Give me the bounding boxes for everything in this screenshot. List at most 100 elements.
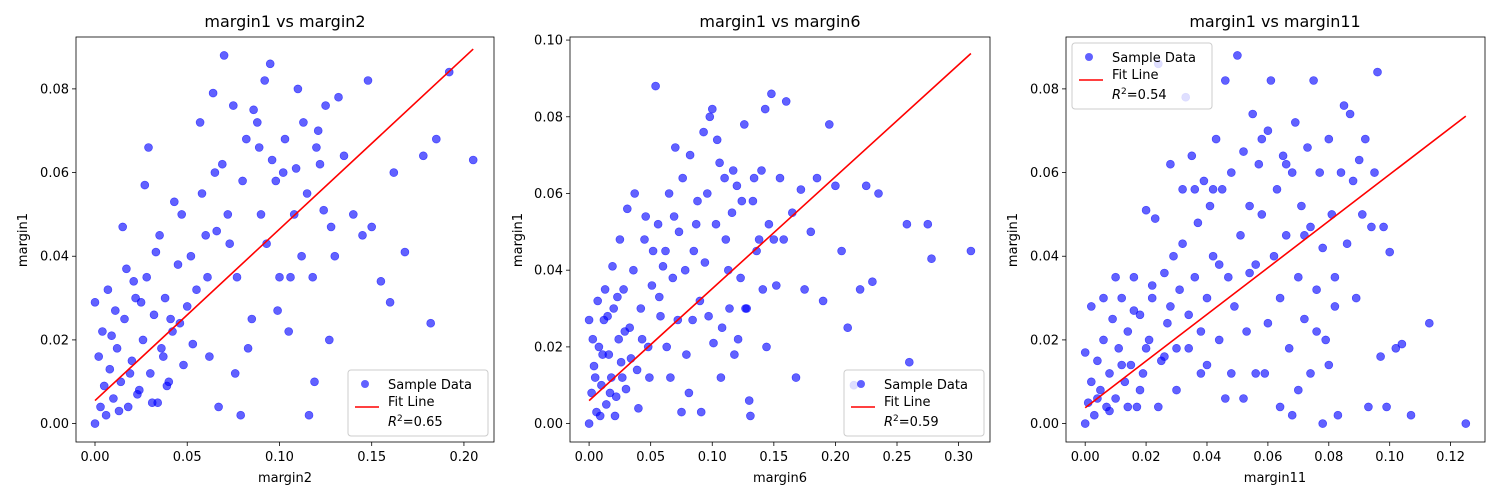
x-tick-label: 0.04 bbox=[1193, 450, 1222, 465]
data-point bbox=[927, 254, 936, 264]
data-point bbox=[1254, 159, 1264, 169]
x-tick-label: 0.05 bbox=[173, 450, 202, 465]
data-point bbox=[122, 264, 131, 274]
data-point bbox=[1175, 285, 1184, 295]
data-point bbox=[1178, 239, 1187, 248]
data-point bbox=[1351, 293, 1361, 303]
data-point bbox=[645, 373, 654, 382]
data-point bbox=[1221, 394, 1230, 403]
data-point bbox=[214, 402, 223, 412]
data-point bbox=[1379, 222, 1388, 232]
data-point bbox=[1172, 385, 1181, 395]
data-point bbox=[1321, 335, 1330, 345]
data-point bbox=[608, 261, 617, 271]
legend-label: R2=0.54 bbox=[1112, 87, 1167, 103]
plot-frame bbox=[75, 36, 495, 443]
data-point bbox=[868, 277, 877, 287]
data-point bbox=[219, 51, 229, 60]
legend-label: R2=0.59 bbox=[884, 414, 939, 430]
x-axis-label: margin2 bbox=[258, 471, 312, 486]
legend: Sample Data Fit Line R2=0.54 bbox=[1071, 42, 1213, 110]
data-point bbox=[636, 304, 646, 313]
legend-label: Sample Data bbox=[388, 378, 472, 393]
data-point bbox=[1230, 302, 1239, 311]
data-point bbox=[319, 205, 329, 215]
data-point bbox=[116, 377, 126, 387]
data-point bbox=[1306, 222, 1315, 232]
data-point bbox=[1221, 76, 1230, 85]
data-point bbox=[1330, 272, 1340, 282]
data-point bbox=[764, 219, 774, 229]
data-point bbox=[468, 155, 478, 165]
data-point bbox=[129, 276, 138, 286]
y-tick-label: 0.08 bbox=[40, 82, 69, 97]
y-tick-label: 0.08 bbox=[1030, 82, 1059, 97]
data-point bbox=[588, 334, 598, 344]
data-point bbox=[94, 352, 103, 361]
data-point bbox=[385, 297, 395, 307]
y-axis-label: margin1 bbox=[511, 213, 526, 267]
data-point bbox=[96, 402, 105, 412]
data-point bbox=[1129, 306, 1139, 315]
data-point bbox=[1196, 369, 1206, 378]
data-point bbox=[590, 373, 600, 382]
data-point bbox=[1172, 343, 1181, 353]
x-tick-label: 0.15 bbox=[357, 450, 386, 465]
data-point bbox=[315, 159, 325, 169]
data-point bbox=[247, 314, 257, 324]
y-tick-label: 0.06 bbox=[40, 166, 69, 181]
data-point bbox=[267, 155, 277, 165]
data-point bbox=[1281, 231, 1291, 240]
data-point bbox=[155, 231, 164, 240]
y-tick-label: 0.04 bbox=[534, 264, 563, 279]
data-point bbox=[691, 219, 701, 229]
data-point bbox=[111, 306, 120, 315]
data-point bbox=[656, 311, 665, 321]
data-point bbox=[249, 105, 258, 115]
data-point bbox=[1376, 352, 1385, 361]
y-tick-label: 0.00 bbox=[1030, 417, 1059, 432]
data-point bbox=[297, 251, 306, 261]
data-point bbox=[758, 285, 768, 294]
x-tick-label: 0.15 bbox=[759, 450, 788, 465]
legend-marker bbox=[361, 380, 369, 388]
plot-frame bbox=[569, 36, 991, 443]
data-point bbox=[1306, 369, 1315, 378]
data-point bbox=[1108, 314, 1117, 324]
data-point bbox=[736, 273, 745, 283]
data-point bbox=[620, 327, 630, 336]
data-point bbox=[114, 406, 124, 416]
legend-label: Fit Line bbox=[388, 395, 434, 410]
data-point bbox=[186, 251, 196, 261]
data-point bbox=[682, 350, 691, 359]
data-point bbox=[1278, 151, 1288, 161]
data-point bbox=[310, 377, 319, 387]
data-point bbox=[1263, 318, 1273, 328]
data-point bbox=[1211, 134, 1221, 144]
data-point bbox=[254, 143, 264, 152]
data-point bbox=[1123, 327, 1133, 336]
data-point bbox=[1144, 335, 1154, 345]
data-point bbox=[589, 361, 599, 371]
data-point bbox=[966, 246, 976, 256]
chart-title: margin1 vs margin2 bbox=[204, 12, 365, 31]
fit-line bbox=[94, 48, 474, 402]
data-point bbox=[1105, 369, 1114, 378]
data-point bbox=[705, 112, 715, 122]
data-point bbox=[223, 210, 233, 219]
data-point bbox=[334, 92, 343, 102]
data-point bbox=[1214, 335, 1224, 345]
data-point bbox=[702, 189, 712, 198]
data-point bbox=[725, 304, 734, 313]
data-point bbox=[605, 388, 615, 398]
y-tick-label: 0.06 bbox=[534, 187, 563, 202]
legend-marker bbox=[857, 380, 865, 388]
data-point bbox=[1132, 402, 1142, 412]
data-point bbox=[1147, 281, 1157, 290]
subplot-1: margin1 vs margin2 margin2 margin1 0.00 0… bbox=[16, 12, 495, 486]
data-point bbox=[1245, 268, 1254, 278]
data-point bbox=[105, 364, 115, 374]
data-point bbox=[843, 323, 853, 333]
data-point bbox=[670, 143, 680, 152]
data-point bbox=[1251, 369, 1260, 378]
